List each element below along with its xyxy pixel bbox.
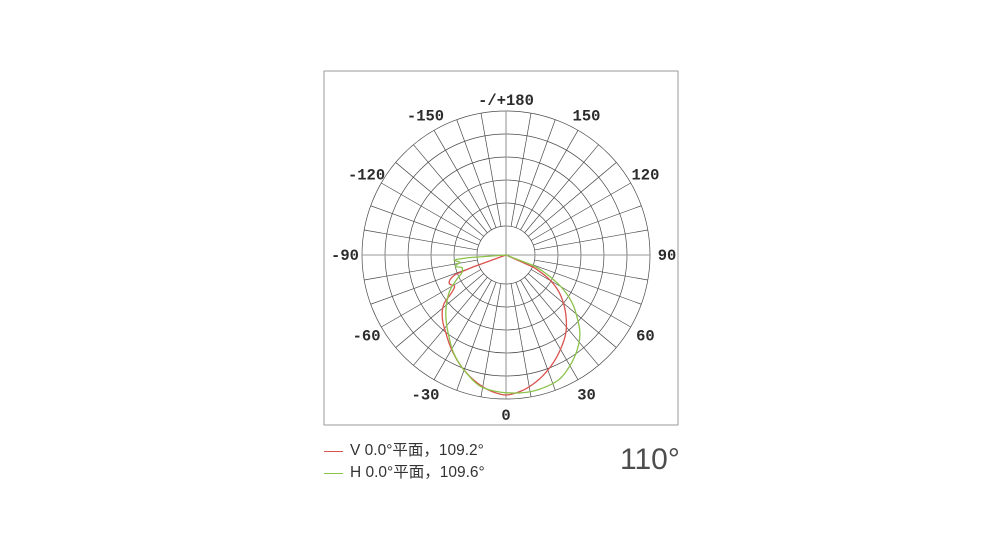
- svg-text:60: 60: [636, 328, 655, 346]
- svg-text:-90: -90: [331, 247, 359, 265]
- svg-text:0: 0: [501, 407, 510, 425]
- svg-text:-/+180: -/+180: [478, 92, 534, 110]
- svg-text:90: 90: [658, 247, 677, 265]
- svg-text:-60: -60: [353, 328, 381, 346]
- svg-text:120: 120: [631, 167, 659, 185]
- svg-text:-120: -120: [348, 167, 385, 185]
- svg-text:-150: -150: [407, 108, 444, 126]
- svg-text:-30: -30: [412, 386, 440, 404]
- svg-text:30: 30: [577, 386, 596, 404]
- svg-text:150: 150: [573, 108, 601, 126]
